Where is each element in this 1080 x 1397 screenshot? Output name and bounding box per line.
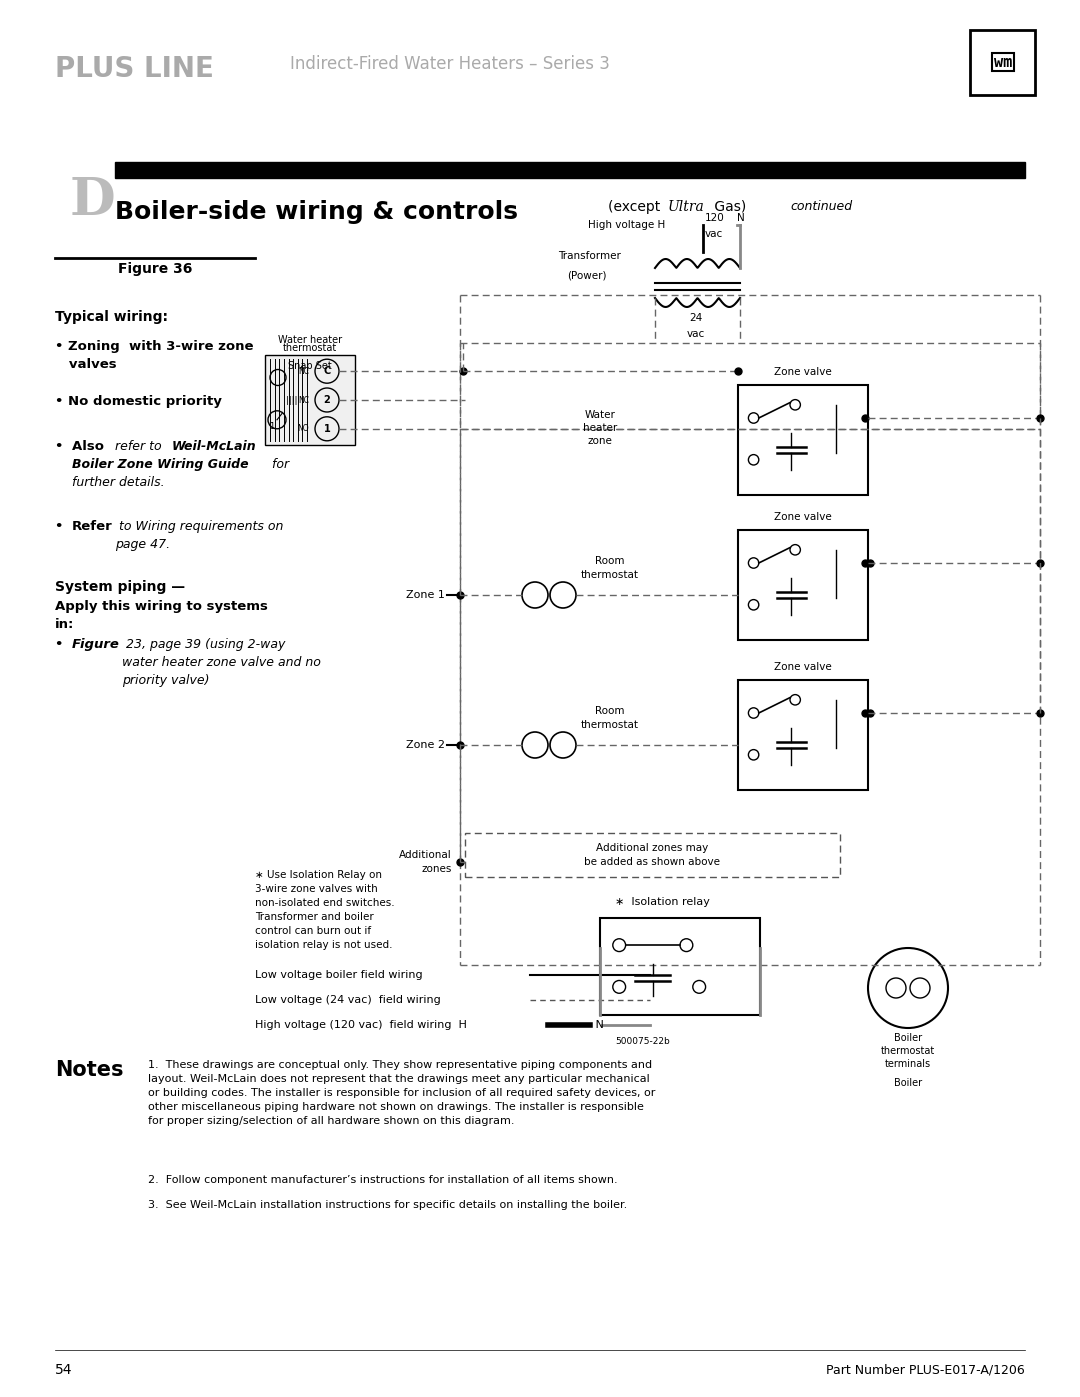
Text: Boiler-side wiring & controls: Boiler-side wiring & controls — [114, 200, 518, 224]
Text: Transformer: Transformer — [558, 251, 621, 261]
Text: Typical wiring:: Typical wiring: — [55, 310, 168, 324]
Text: Snap Set: Snap Set — [288, 360, 332, 372]
Text: 1: 1 — [324, 423, 330, 434]
Text: • No domestic priority: • No domestic priority — [55, 395, 221, 408]
Text: 500075-22b: 500075-22b — [615, 1038, 670, 1046]
Text: for: for — [268, 458, 289, 471]
Bar — [738, 529, 868, 640]
Text: 120: 120 — [705, 212, 725, 224]
Text: Additional: Additional — [400, 849, 453, 861]
Text: High voltage H: High voltage H — [588, 219, 665, 231]
Text: High voltage (120 vac)  field wiring  H: High voltage (120 vac) field wiring H — [255, 1020, 467, 1030]
Text: Water heater: Water heater — [278, 335, 342, 345]
Text: Zone 2: Zone 2 — [406, 740, 445, 750]
Bar — [600, 918, 760, 1016]
Text: NO: NO — [297, 425, 309, 433]
Text: vac: vac — [705, 229, 724, 239]
Text: PLUS LINE: PLUS LINE — [55, 54, 214, 82]
Text: Boiler
thermostat
terminals: Boiler thermostat terminals — [881, 1032, 935, 1069]
Text: Low voltage boiler field wiring: Low voltage boiler field wiring — [255, 970, 422, 981]
Text: Also: Also — [72, 440, 109, 453]
Text: N: N — [592, 1020, 604, 1030]
Text: to Wiring requirements on
page 47.: to Wiring requirements on page 47. — [114, 520, 283, 550]
Text: (except: (except — [608, 200, 664, 214]
Text: N: N — [737, 212, 745, 224]
Text: Room
thermostat: Room thermostat — [581, 707, 639, 729]
Bar — [738, 386, 868, 495]
Text: ∗ Use Isolation Relay on
3-wire zone valves with
non-isolated end switches.
Tran: ∗ Use Isolation Relay on 3-wire zone val… — [255, 870, 394, 950]
Text: 2: 2 — [324, 395, 330, 405]
Text: Additional zones may
be added as shown above: Additional zones may be added as shown a… — [584, 842, 720, 868]
Text: Refer: Refer — [72, 520, 112, 534]
Text: •: • — [55, 520, 68, 534]
Text: Apply this wiring to systems: Apply this wiring to systems — [55, 599, 268, 613]
Text: Notes: Notes — [55, 1060, 123, 1080]
Text: C: C — [323, 366, 330, 376]
Text: •: • — [55, 440, 68, 453]
Text: Room
thermostat: Room thermostat — [581, 556, 639, 580]
Text: D: D — [70, 175, 116, 226]
Text: continued: continued — [789, 200, 852, 212]
Text: Figure: Figure — [72, 638, 120, 651]
Bar — [265, 355, 355, 446]
Text: Water
heater
zone: Water heater zone — [583, 409, 617, 446]
Text: 1: 1 — [269, 422, 274, 432]
Bar — [465, 833, 840, 877]
Text: further details.: further details. — [72, 476, 164, 489]
Text: Indirect-Fired Water Heaters – Series 3: Indirect-Fired Water Heaters – Series 3 — [291, 54, 610, 73]
Text: Zone 1: Zone 1 — [406, 590, 445, 599]
Text: ∗  Isolation relay: ∗ Isolation relay — [615, 897, 710, 907]
Text: in:: in: — [55, 617, 75, 631]
Text: thermostat: thermostat — [283, 344, 337, 353]
Text: Zone valve: Zone valve — [774, 511, 832, 522]
Text: 3.  See Weil-McLain installation instructions for specific details on installing: 3. See Weil-McLain installation instruct… — [148, 1200, 627, 1210]
Text: •: • — [55, 638, 68, 651]
Bar — [738, 680, 868, 789]
Text: zones: zones — [421, 863, 453, 875]
Text: NC: NC — [298, 366, 309, 376]
Text: Weil-McLain: Weil-McLain — [172, 440, 257, 453]
Text: 24: 24 — [689, 313, 703, 323]
Text: refer to: refer to — [114, 440, 165, 453]
Text: vac: vac — [687, 330, 705, 339]
Text: Low voltage (24 vac)  field wiring: Low voltage (24 vac) field wiring — [255, 995, 441, 1004]
Text: • Zoning  with 3-wire zone
   valves: • Zoning with 3-wire zone valves — [55, 339, 254, 372]
Text: Zone valve: Zone valve — [774, 662, 832, 672]
Bar — [114, 162, 1025, 177]
Text: Part Number PLUS-E017-A/1206: Part Number PLUS-E017-A/1206 — [826, 1363, 1025, 1376]
Text: wm: wm — [994, 54, 1012, 70]
Text: 23, page 39 (using 2-way
water heater zone valve and no
priority valve): 23, page 39 (using 2-way water heater zo… — [122, 638, 321, 687]
Text: ||||: |||| — [286, 395, 298, 405]
Text: System piping —: System piping — — [55, 580, 185, 594]
Text: NC: NC — [298, 395, 309, 405]
Text: 2.  Follow component manufacturer’s instructions for installation of all items s: 2. Follow component manufacturer’s instr… — [148, 1175, 618, 1185]
Text: (Power): (Power) — [567, 270, 607, 279]
Text: Figure 36: Figure 36 — [118, 263, 192, 277]
Text: 54: 54 — [55, 1363, 72, 1377]
Text: Ultra: Ultra — [669, 200, 705, 214]
Text: 1.  These drawings are conceptual only. They show representative piping componen: 1. These drawings are conceptual only. T… — [148, 1060, 656, 1126]
Text: Boiler Zone Wiring Guide: Boiler Zone Wiring Guide — [72, 458, 248, 471]
Text: Gas): Gas) — [710, 200, 746, 214]
Text: Boiler: Boiler — [894, 1078, 922, 1088]
Text: Zone valve: Zone valve — [774, 367, 832, 377]
Bar — [970, 29, 1035, 95]
